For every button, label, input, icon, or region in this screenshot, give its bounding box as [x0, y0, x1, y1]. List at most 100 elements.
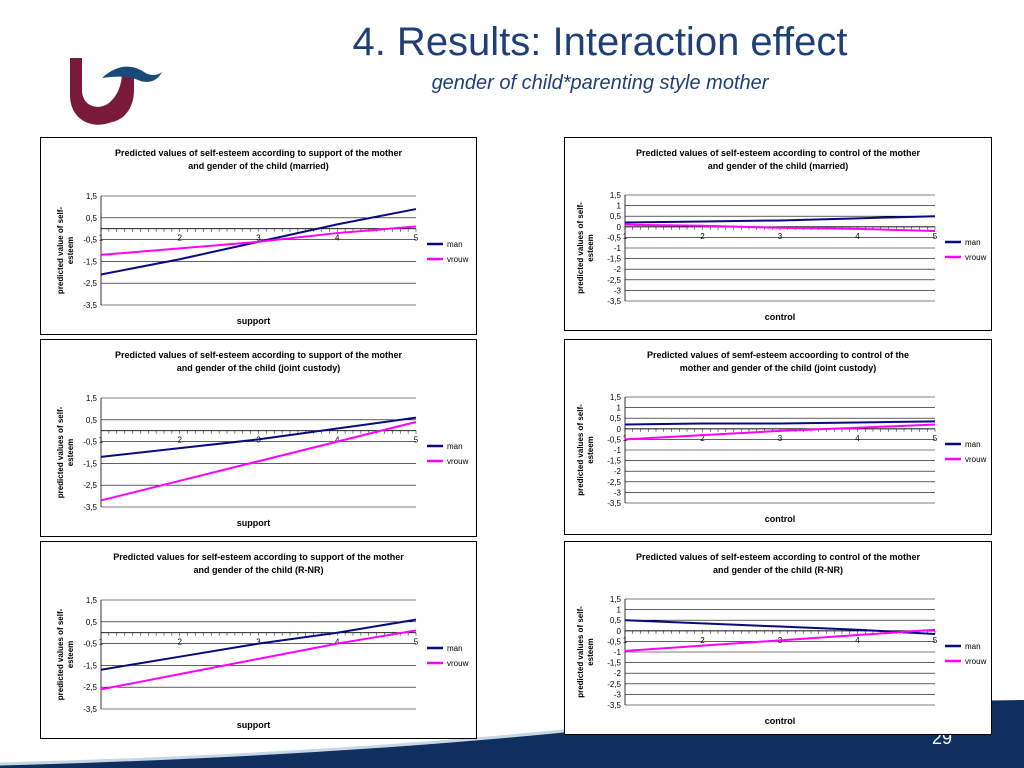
x-tick-label: 1	[99, 638, 104, 647]
y-axis-label: predicted values of self-esteem	[56, 406, 75, 498]
y-tick-label: -3,5	[83, 301, 97, 310]
chart-support-married: Predicted values of self-esteem accordin…	[40, 137, 477, 335]
x-tick-label: 5	[933, 434, 938, 443]
y-tick-label: -1	[614, 446, 622, 455]
chart-title-line: Predicted values of self-esteem accordin…	[636, 552, 921, 562]
series-line-man	[100, 618, 417, 671]
series-line-man	[100, 416, 417, 458]
x-tick-label: 2	[178, 638, 183, 647]
university-logo	[70, 58, 162, 125]
chart-svg: Predicted values of self-esteem accordin…	[56, 148, 469, 326]
x-tick-label: 3	[256, 234, 261, 243]
x-axis-label: control	[765, 312, 796, 322]
y-tick-label: -1,5	[83, 661, 97, 670]
y-tick-label: 1	[617, 404, 622, 413]
x-tick-label: 1	[99, 234, 104, 243]
x-tick-label: 2	[700, 232, 705, 241]
y-axis-label-line: esteem	[586, 436, 595, 464]
y-tick-label: -2	[614, 669, 622, 678]
y-tick-label: -3	[614, 286, 622, 295]
y-axis-label-line: esteem	[66, 237, 75, 265]
x-tick-label: 1	[623, 434, 628, 443]
x-tick-label: 3	[256, 638, 261, 647]
legend-label-man: man	[447, 644, 463, 653]
chart-title-line: Predicted values of self-esteem accordin…	[115, 350, 403, 360]
chart-title-line: Predicted values of semf-esteem accoordi…	[647, 350, 909, 360]
x-tick-label: 2	[178, 436, 183, 445]
x-tick-label: 2	[700, 434, 705, 443]
y-axis-label-line: predicted values of self-	[56, 608, 65, 700]
series-line-man	[624, 619, 936, 635]
y-tick-label: 0,5	[86, 214, 98, 223]
y-tick-label: 1,5	[86, 596, 98, 605]
x-tick-label: 5	[414, 436, 419, 445]
y-tick-label: -1,5	[83, 257, 97, 266]
y-axis-label-line: predicted values of self-	[576, 606, 585, 698]
y-tick-label: -2	[614, 265, 622, 274]
legend-label-vrouw: vrouw	[965, 253, 987, 262]
y-tick-label: -1,5	[607, 255, 621, 264]
chart-svg: Predicted values of self-esteem accordin…	[576, 552, 987, 726]
x-tick-label: 4	[335, 638, 340, 647]
chart-title-line: Predicted values of self-esteem accordin…	[636, 148, 921, 158]
series-line-vrouw	[100, 629, 417, 691]
y-tick-label: -1	[614, 648, 622, 657]
chart-control-joint-custody: Predicted values of semf-esteem accoordi…	[564, 339, 992, 535]
x-tick-label: 4	[855, 434, 860, 443]
chart-control-r-nr: Predicted values of self-esteem accordin…	[564, 541, 992, 735]
chart-title-line: and gender of the child (joint custody)	[177, 363, 341, 373]
y-tick-label: -0,5	[607, 435, 621, 444]
x-tick-label: 5	[414, 234, 419, 243]
chart-svg: Predicted values for self-esteem accordi…	[56, 552, 469, 730]
x-tick-label: 2	[700, 636, 705, 645]
x-tick-label: 1	[623, 636, 628, 645]
legend-label-vrouw: vrouw	[447, 255, 469, 264]
y-axis-label-line: predicted values of self-	[576, 202, 585, 294]
y-tick-label: -1,5	[83, 459, 97, 468]
y-tick-label: 0,5	[610, 616, 622, 625]
y-tick-label: -3,5	[607, 297, 621, 306]
x-tick-label: 4	[855, 232, 860, 241]
chart-title-line: and gender of the child (R-NR)	[713, 565, 843, 575]
legend-label-vrouw: vrouw	[447, 457, 469, 466]
slide-title: 4. Results: Interaction effect	[352, 20, 848, 64]
chart-title-line: and gender of the child (R-NR)	[194, 565, 324, 575]
y-axis-label-line: esteem	[586, 638, 595, 666]
y-axis-label: predicted value of self-esteem	[56, 207, 75, 294]
y-axis-label-line: predicted value of self-	[56, 207, 65, 294]
y-axis-label-line: predicted values of self-	[576, 404, 585, 496]
y-tick-label: 1	[617, 202, 622, 211]
y-tick-label: -0,5	[607, 637, 621, 646]
legend-label-man: man	[447, 240, 463, 249]
series-line-vrouw	[624, 423, 936, 441]
series-line-man	[624, 420, 936, 426]
y-tick-label: -0,5	[83, 438, 97, 447]
y-tick-label: -1,5	[607, 659, 621, 668]
x-tick-label: 4	[335, 436, 340, 445]
slide-subtitle: gender of child*parenting style mother	[431, 72, 769, 94]
series-line-man	[624, 215, 936, 224]
legend-label-vrouw: vrouw	[965, 455, 987, 464]
y-axis-label: predicted values of self-esteem	[576, 606, 595, 698]
x-tick-label: 3	[778, 434, 783, 443]
y-tick-label: -2,5	[83, 481, 97, 490]
y-tick-label: -2	[614, 467, 622, 476]
x-tick-label: 3	[778, 232, 783, 241]
legend-label-man: man	[965, 238, 981, 247]
chart-svg: Predicted values of self-esteem accordin…	[576, 148, 987, 322]
y-tick-label: -3	[614, 488, 622, 497]
y-tick-label: 0,5	[86, 416, 98, 425]
chart-title-line: mother and gender of the child (joint cu…	[680, 363, 877, 373]
x-axis-label: control	[765, 514, 796, 524]
y-axis-label-line: esteem	[66, 439, 75, 467]
y-tick-label: -3,5	[607, 499, 621, 508]
x-tick-label: 4	[855, 636, 860, 645]
x-axis-label: support	[237, 720, 271, 730]
y-tick-label: -3,5	[83, 705, 97, 714]
chart-support-r-nr: Predicted values for self-esteem accordi…	[40, 541, 477, 739]
y-tick-label: -0,5	[83, 236, 97, 245]
y-tick-label: -3,5	[607, 701, 621, 710]
y-tick-label: 0	[617, 627, 622, 636]
x-axis-label: control	[765, 716, 796, 726]
y-axis-label: predicted values of self-esteem	[56, 608, 75, 700]
